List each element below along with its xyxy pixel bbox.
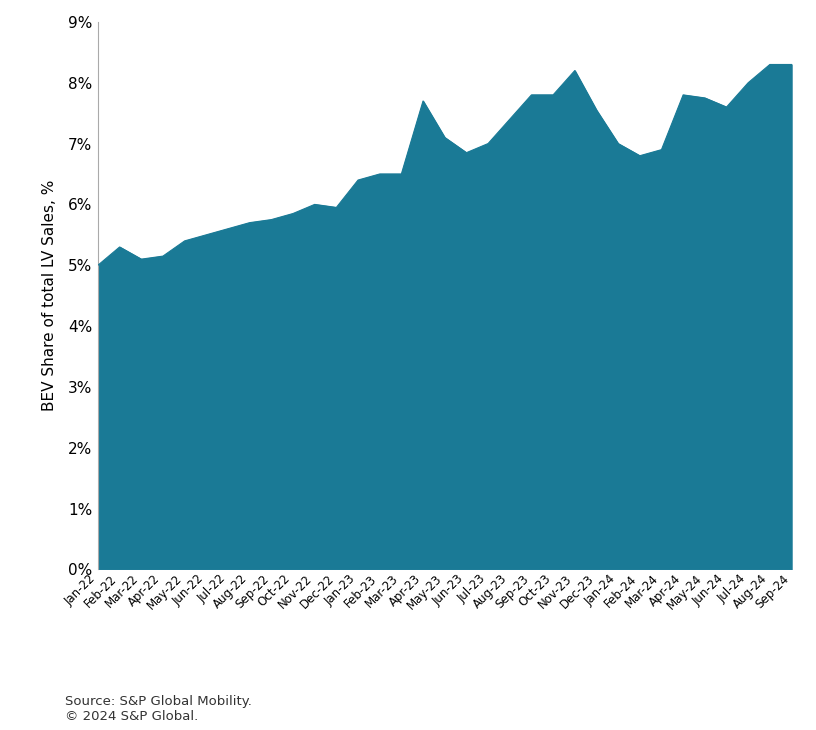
Text: Source: S&P Global Mobility.
© 2024 S&P Global.: Source: S&P Global Mobility. © 2024 S&P … xyxy=(65,695,252,723)
Y-axis label: BEV Share of total LV Sales, %: BEV Share of total LV Sales, % xyxy=(42,180,57,411)
